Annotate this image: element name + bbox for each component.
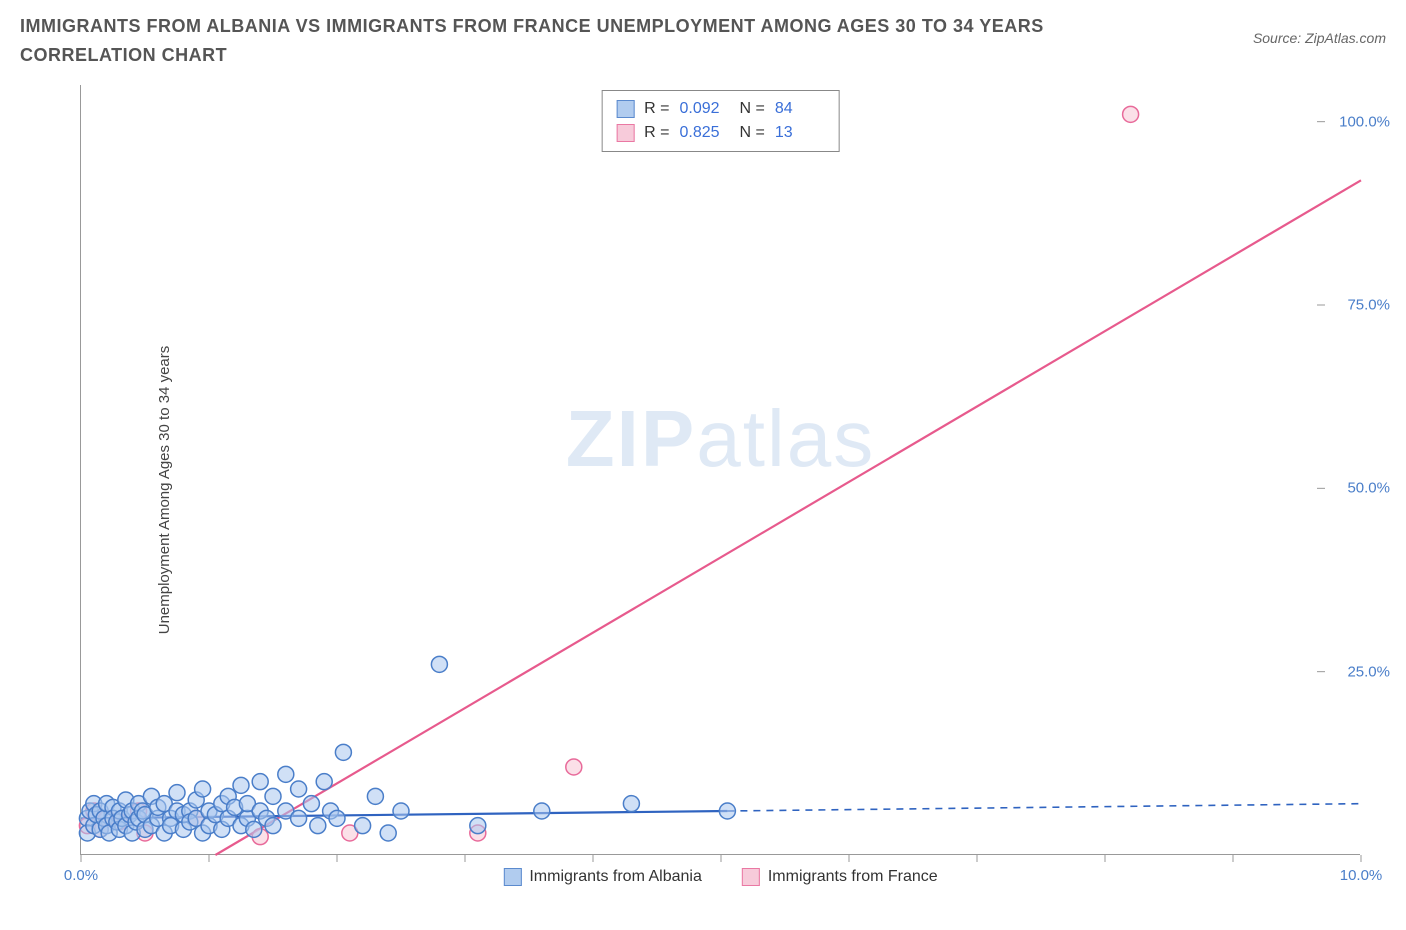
stats-legend-row-france: R = 0.825 N = 13	[616, 121, 825, 145]
plot-svg	[81, 85, 1361, 855]
x-tick-label: 10.0%	[1340, 867, 1383, 884]
source-attribution: Source: ZipAtlas.com	[1253, 12, 1386, 46]
swatch-france	[616, 124, 634, 142]
chart-header: IMMIGRANTS FROM ALBANIA VS IMMIGRANTS FR…	[0, 0, 1406, 70]
y-tick-label: 25.0%	[1347, 663, 1390, 680]
n-value-albania: 84	[775, 97, 825, 121]
legend-item-albania: Immigrants from Albania	[503, 868, 702, 886]
chart-title: IMMIGRANTS FROM ALBANIA VS IMMIGRANTS FR…	[20, 12, 1120, 70]
r-value-france: 0.825	[680, 121, 730, 145]
n-value-france: 13	[775, 121, 825, 145]
stats-legend-row-albania: R = 0.092 N = 84	[616, 97, 825, 121]
swatch-albania	[616, 100, 634, 118]
series-legend: Immigrants from Albania Immigrants from …	[503, 868, 937, 886]
swatch-albania-icon	[503, 868, 521, 886]
scatter-plot: ZIPatlas R = 0.092 N = 84 R = 0.825 N = …	[80, 85, 1360, 855]
stats-legend: R = 0.092 N = 84 R = 0.825 N = 13	[601, 90, 840, 152]
y-tick-label: 75.0%	[1347, 297, 1390, 314]
swatch-france-icon	[742, 868, 760, 886]
r-value-albania: 0.092	[680, 97, 730, 121]
legend-item-france: Immigrants from France	[742, 868, 938, 886]
x-tick-label: 0.0%	[64, 867, 98, 884]
y-tick-label: 100.0%	[1339, 113, 1390, 130]
chart-area: Unemployment Among Ages 30 to 34 years Z…	[55, 85, 1385, 895]
y-tick-label: 50.0%	[1347, 480, 1390, 497]
